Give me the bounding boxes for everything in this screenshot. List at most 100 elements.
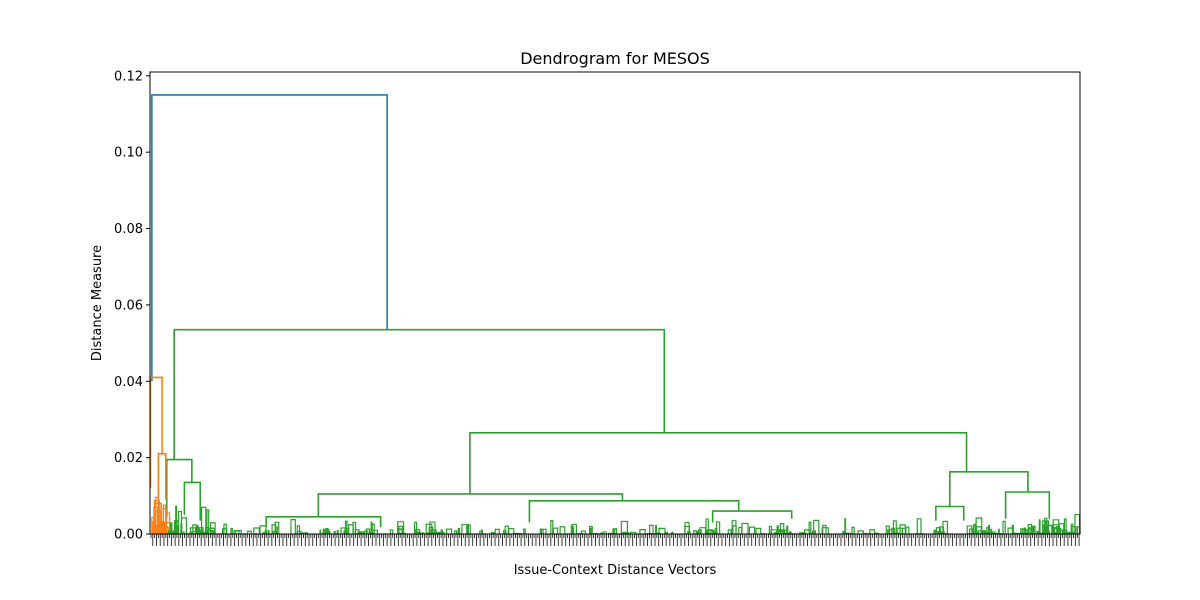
y-tick-label: 0.00 [114, 528, 143, 543]
dendrogram-link [151, 516, 155, 534]
dendrogram-link [813, 519, 820, 534]
dendrogram-link [528, 499, 740, 523]
dendrogram-link [620, 520, 628, 534]
dendrogram-link [949, 470, 1029, 507]
dendrogram-link [425, 523, 433, 534]
dendrogram-link [1070, 526, 1077, 534]
dendrogram-link [539, 528, 547, 534]
dendrogram-link [935, 527, 942, 534]
dendrogram-link [1052, 519, 1060, 534]
dendrogram-link [935, 531, 941, 534]
dendrogram-link [155, 510, 162, 534]
dendrogram-link [966, 525, 973, 534]
dendrogram-link [942, 520, 949, 534]
dendrogram-link [469, 432, 968, 494]
y-tick-label: 0.02 [114, 451, 143, 466]
dendrogram-link [774, 532, 777, 534]
dendrogram-link [259, 525, 267, 534]
dendrogram-link [508, 527, 515, 534]
dendrogram-link [1004, 491, 1051, 519]
dendrogram-link [415, 529, 421, 534]
dendrogram-link [317, 493, 624, 517]
dendrogram-link [151, 94, 388, 382]
dendrogram-link [264, 529, 268, 534]
dendrogram-link [479, 530, 484, 534]
dendrogram-link [851, 526, 855, 534]
dendrogram-link [230, 527, 233, 534]
dendrogram-link [267, 529, 270, 534]
dendrogram-link [842, 530, 845, 534]
dendrogram-link [221, 528, 228, 534]
dendrogram-link [649, 524, 654, 534]
dendrogram-link [1037, 531, 1040, 534]
dendrogram-link [363, 530, 369, 534]
dendrogram-link [319, 529, 322, 534]
dendrogram-link [343, 530, 349, 534]
dendrogram-link [1038, 519, 1041, 534]
dendrogram-link [490, 532, 495, 534]
dendrogram-link [671, 532, 674, 534]
dendrogram-link [738, 526, 743, 534]
dendrogram-link [732, 525, 737, 534]
dendrogram-link [889, 528, 893, 534]
dendrogram-link [629, 531, 637, 534]
dendrogram-link [206, 509, 210, 534]
dendrogram-link [844, 518, 847, 534]
dendrogram-link [559, 526, 566, 534]
dendrogram-link [157, 453, 167, 504]
dendrogram-link [296, 525, 301, 534]
dendrogram-link [869, 529, 876, 534]
dendrogram-link [804, 529, 811, 534]
dendrogram-link [446, 528, 453, 534]
dendrogram-link [414, 521, 418, 534]
dendrogram-link [503, 530, 507, 534]
dendrogram-link [983, 530, 986, 534]
y-tick-label: 0.06 [114, 298, 143, 313]
dendrogram-link [167, 530, 175, 534]
dendrogram-link [658, 527, 666, 534]
dendrogram-link [397, 528, 403, 534]
dendrogram-link [798, 532, 806, 534]
dendrogram-link [265, 516, 382, 528]
dendrogram-link [333, 530, 336, 534]
dendrogram-link [715, 521, 721, 534]
dendrogram-link [699, 527, 707, 534]
dendrogram-link [892, 520, 897, 534]
dendrogram-link [779, 523, 785, 534]
dendrogram-link [899, 524, 906, 534]
dendrogram-link [272, 530, 278, 534]
dendrogram-link [975, 517, 983, 534]
dendrogram-link [457, 527, 461, 534]
dendrogram-link [664, 531, 668, 534]
dendrogram-link [155, 524, 163, 534]
dendrogram-link [868, 532, 871, 534]
dendrogram-link [1063, 518, 1067, 534]
dendrogram-link [935, 505, 965, 521]
dendrogram-link [741, 522, 749, 534]
dendrogram-link [1002, 520, 1006, 534]
dendrogram-link [210, 522, 216, 534]
dendrogram-link [494, 528, 500, 534]
dendrogram-link [454, 530, 458, 534]
dendrogram-link [389, 529, 394, 534]
dendrogram-link [370, 521, 373, 534]
dendrogram-link [969, 528, 974, 534]
dendrogram-link [357, 531, 365, 534]
dendrogram-link [201, 506, 207, 534]
dendrogram-link [1054, 527, 1062, 534]
dendrogram-link [430, 529, 437, 534]
dendrogram-link [173, 328, 666, 460]
dendrogram-link [235, 530, 242, 534]
plot-frame [149, 71, 1081, 535]
dendrogram-link [697, 529, 702, 534]
dendrogram-link [589, 527, 592, 534]
dendrogram-link [639, 529, 646, 534]
dendrogram-link [986, 527, 990, 534]
dendrogram-link [706, 529, 714, 534]
dendrogram-link [1027, 524, 1033, 534]
y-tick-label: 0.12 [114, 69, 143, 84]
y-axis-label: Distance Measure [90, 245, 105, 361]
dendrogram-link [973, 523, 976, 534]
y-tick-label: 0.04 [114, 375, 143, 390]
